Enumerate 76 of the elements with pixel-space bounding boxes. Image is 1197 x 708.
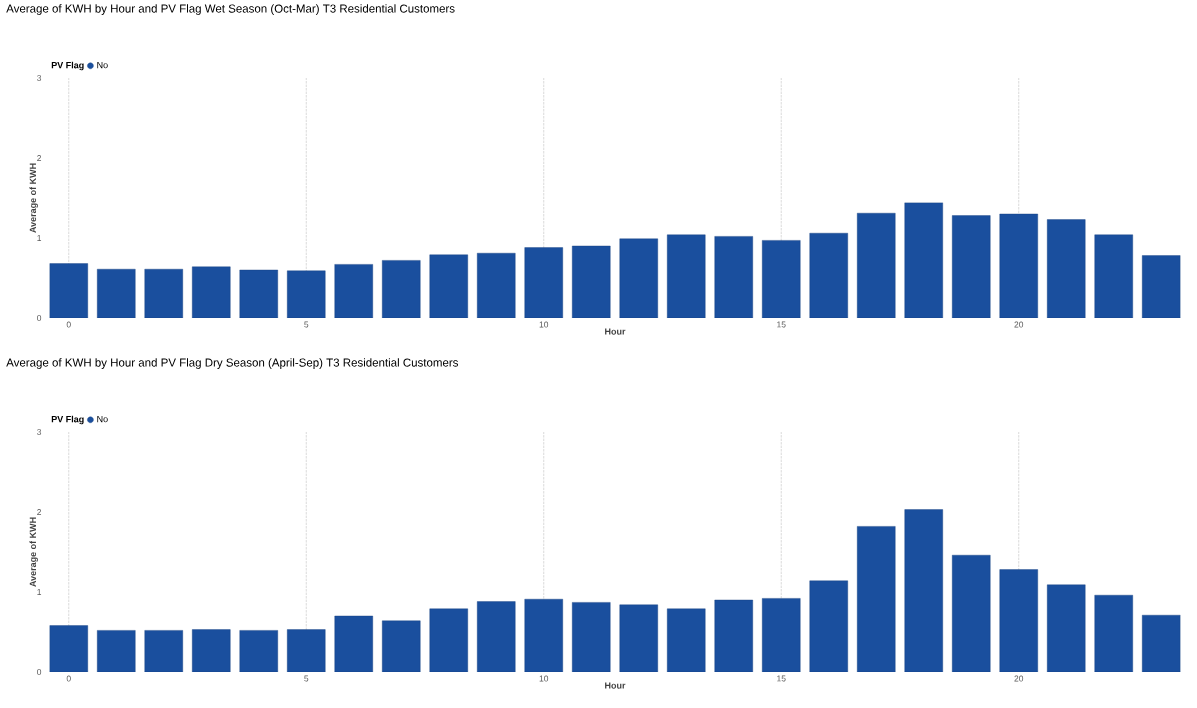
bar xyxy=(382,260,421,318)
bar xyxy=(49,625,88,672)
bar xyxy=(714,599,753,672)
chart-title: Average of KWH by Hour and PV Flag Wet Season (Oct-Mar) T3 Residential Customers xyxy=(6,4,455,15)
bar xyxy=(667,608,706,672)
x-tick-label: 20 xyxy=(1014,675,1024,682)
bar xyxy=(239,630,278,672)
x-tick-label: 0 xyxy=(66,321,71,328)
bar xyxy=(952,555,991,672)
y-axis-title: Average of KWH xyxy=(29,163,38,233)
bar xyxy=(572,245,611,318)
bar xyxy=(192,266,231,318)
bar xyxy=(1094,234,1133,318)
x-tick-label: 0 xyxy=(66,675,71,682)
bar xyxy=(809,580,848,672)
bar xyxy=(619,604,658,672)
legend-label: No xyxy=(97,415,108,423)
bar xyxy=(857,213,896,318)
legend-label: No xyxy=(97,61,108,69)
bar xyxy=(762,598,801,672)
bar xyxy=(999,569,1038,672)
y-tick-label: 0 xyxy=(37,668,42,675)
bar xyxy=(857,526,896,672)
bar xyxy=(1047,584,1086,672)
bar xyxy=(192,629,231,672)
y-tick-label: 3 xyxy=(37,428,42,435)
bar xyxy=(1047,219,1086,318)
bar xyxy=(97,269,136,318)
bar xyxy=(999,213,1038,318)
bar xyxy=(619,238,658,318)
bar xyxy=(762,240,801,318)
bar xyxy=(667,234,706,318)
bar xyxy=(49,263,88,318)
bar xyxy=(287,270,326,318)
bar xyxy=(904,202,943,318)
bar xyxy=(239,269,278,318)
bar xyxy=(477,601,516,672)
chart-title: Average of KWH by Hour and PV Flag Dry Season (April-Sep) T3 Residential Customers xyxy=(6,358,459,369)
bar xyxy=(809,233,848,318)
bar xyxy=(714,236,753,318)
y-tick-label: 2 xyxy=(37,509,42,515)
bar xyxy=(524,599,563,672)
bar xyxy=(429,254,468,318)
bar xyxy=(287,629,326,672)
bar xyxy=(144,630,183,672)
y-tick-label: 1 xyxy=(37,589,42,595)
bar xyxy=(952,215,991,318)
y-tick-label: 0 xyxy=(37,314,42,321)
y-tick-label: 1 xyxy=(37,235,42,241)
bar xyxy=(429,608,468,672)
x-axis-title: Hour xyxy=(605,682,626,689)
bar xyxy=(1142,255,1181,318)
legend-title: PV Flag xyxy=(51,61,84,71)
x-tick-label: 5 xyxy=(304,321,309,328)
bar xyxy=(524,247,563,318)
bar xyxy=(1094,595,1133,672)
y-tick-label: 2 xyxy=(37,155,42,161)
legend-title: PV Flag xyxy=(51,415,84,425)
x-tick-label: 20 xyxy=(1014,321,1024,328)
y-axis-title: Average of KWH xyxy=(29,517,38,587)
x-tick-label: 15 xyxy=(777,675,786,682)
x-tick-label: 15 xyxy=(777,321,786,328)
bar xyxy=(97,630,136,672)
bar xyxy=(382,620,421,672)
bar xyxy=(334,615,373,672)
x-axis-title: Hour xyxy=(605,328,626,335)
bar xyxy=(334,264,373,318)
bar xyxy=(477,253,516,318)
bar xyxy=(572,602,611,672)
bar xyxy=(904,509,943,672)
x-tick-label: 5 xyxy=(304,675,309,682)
bar xyxy=(144,269,183,318)
x-tick-label: 10 xyxy=(539,675,549,682)
y-tick-label: 3 xyxy=(37,74,42,81)
x-tick-label: 10 xyxy=(539,321,549,328)
bar xyxy=(1142,614,1181,672)
